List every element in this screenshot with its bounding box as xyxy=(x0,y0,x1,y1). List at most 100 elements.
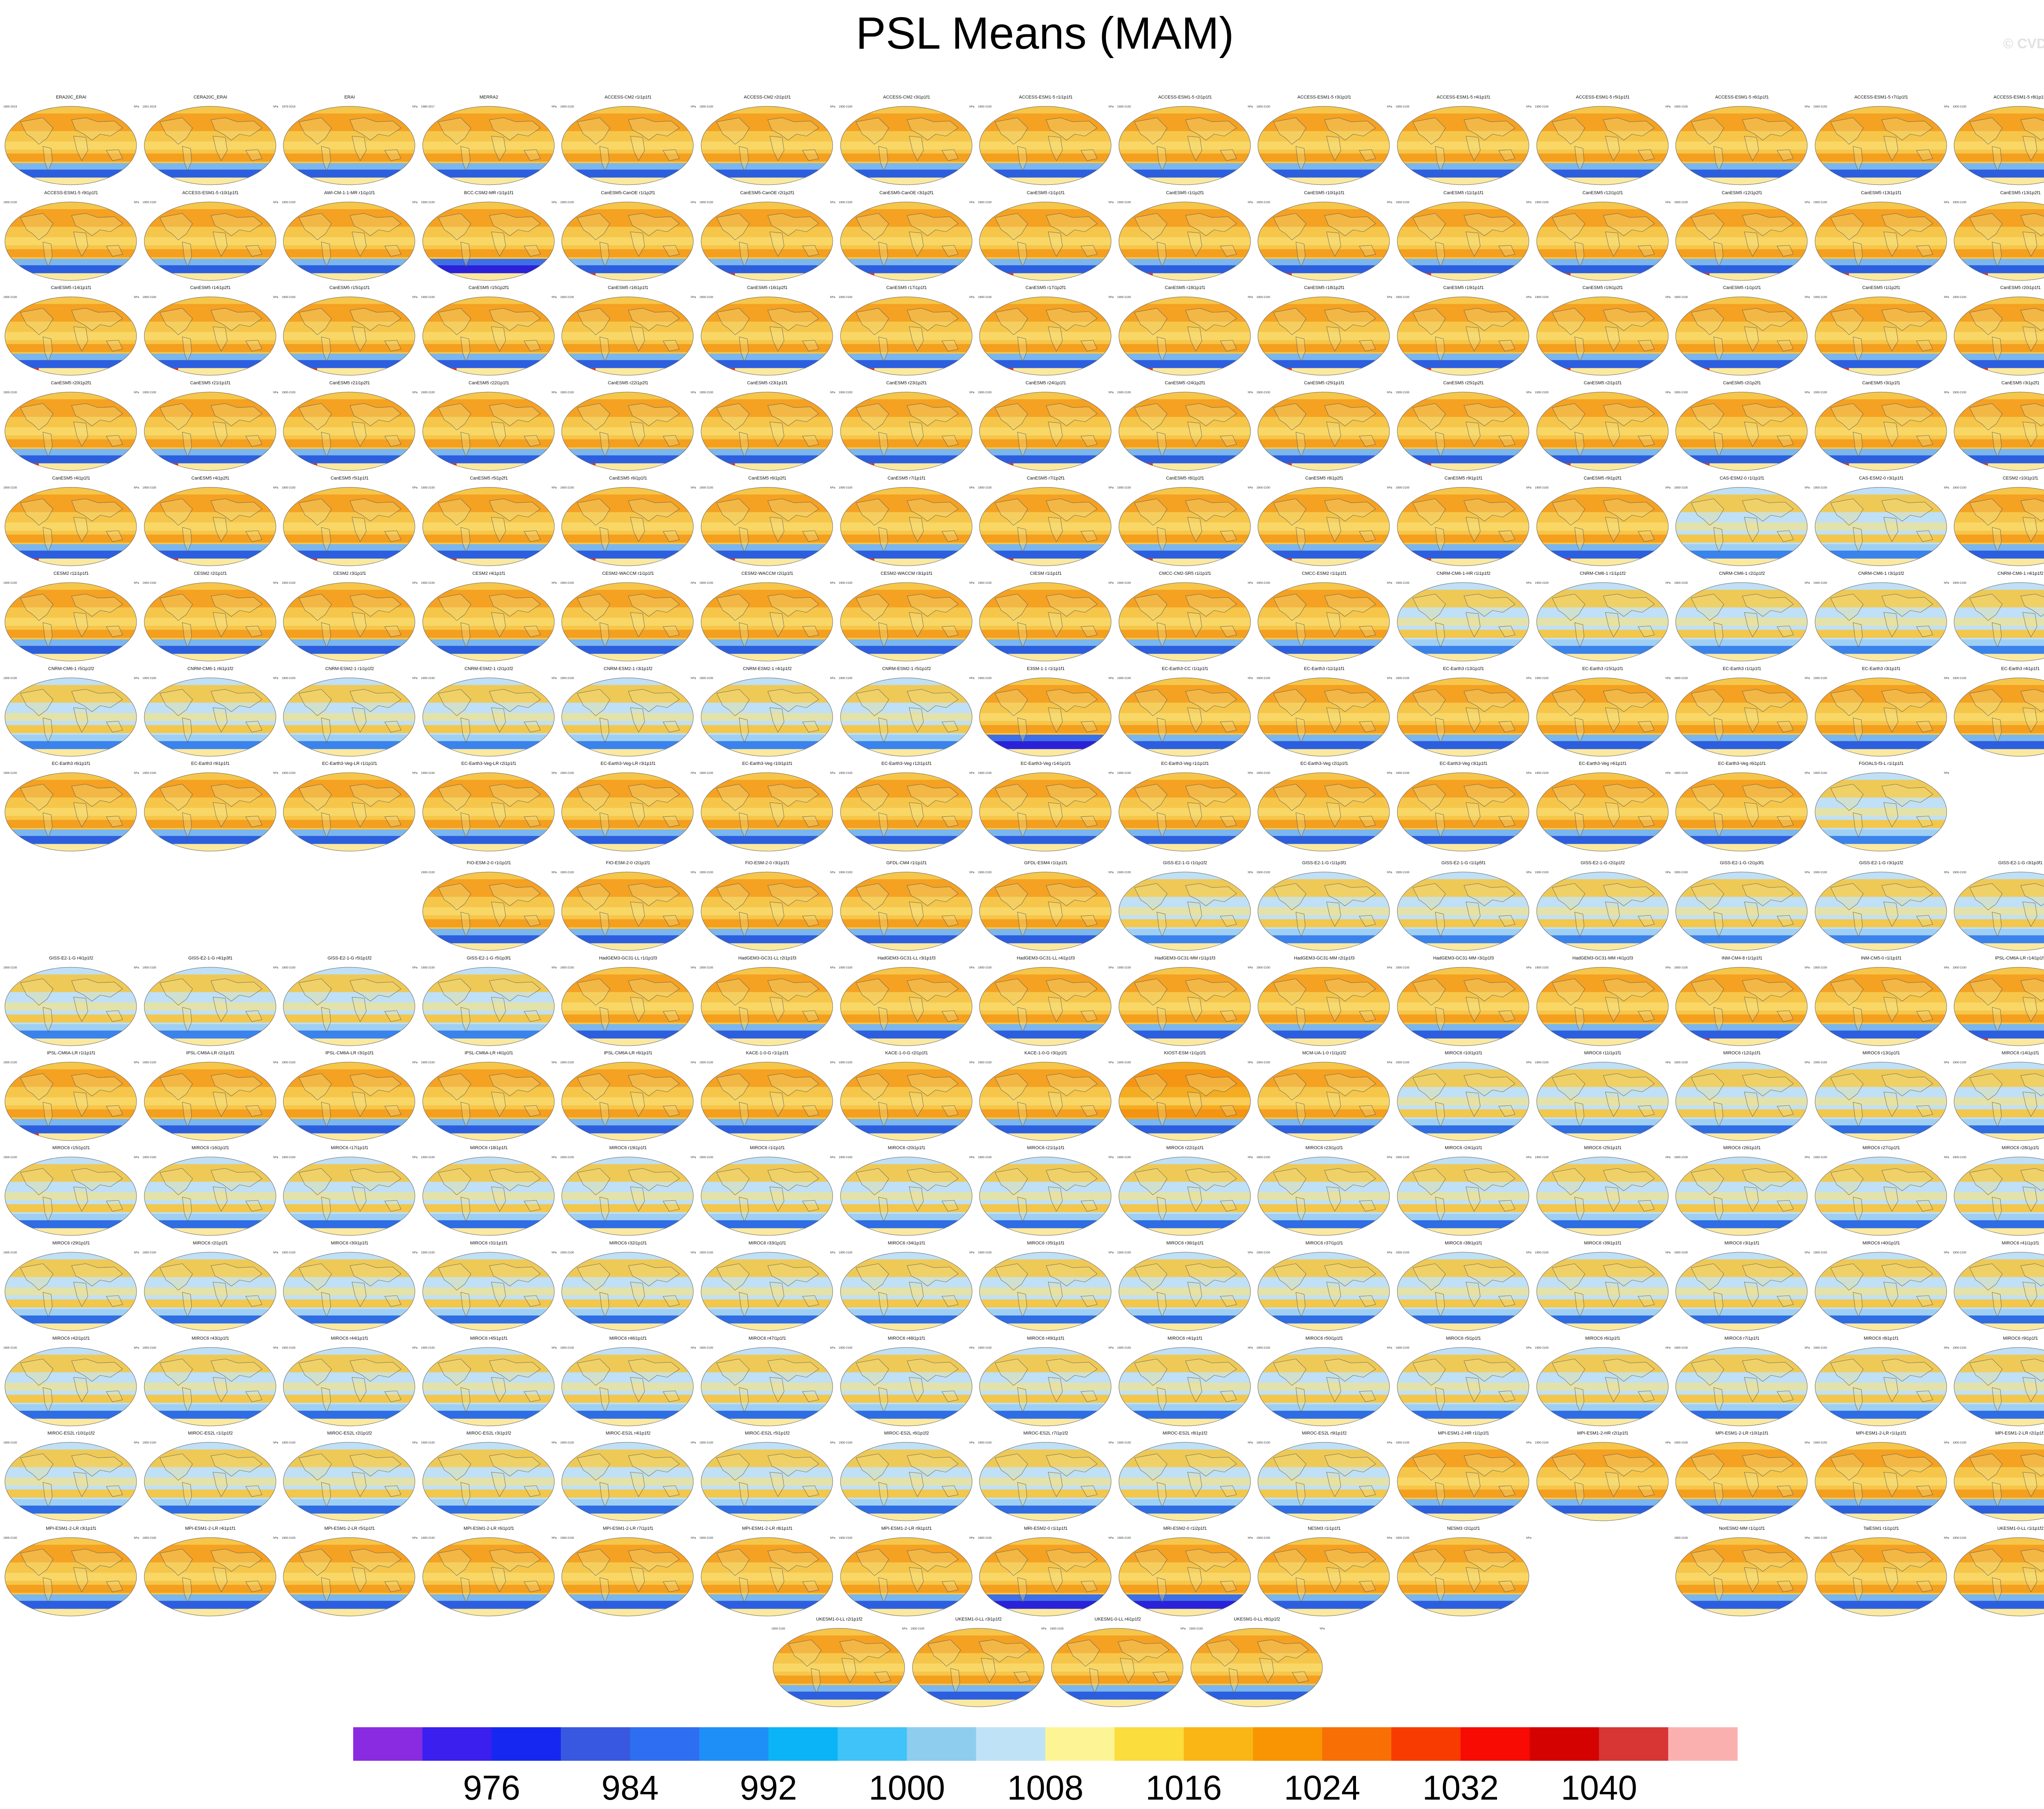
panel-years: 1900-2100 xyxy=(1535,966,1549,969)
map-panel: UKESM1-0-LL r8i1p1f2 1900-2100 hPa xyxy=(1188,1617,1327,1711)
panel-title: INM-CM4-8 r1i1p1f1 xyxy=(1721,956,1762,961)
panel-title: EC-Earth3 r11i1p1f1 xyxy=(1304,666,1345,671)
panel-units: hPa xyxy=(1387,1537,1392,1540)
panel-title: MIROC6 r36i1p1f1 xyxy=(1166,1241,1204,1246)
panel-title: MIROC6 r8i1p1f1 xyxy=(1864,1336,1899,1341)
panel-units: hPa xyxy=(830,1441,835,1444)
panel-units: hPa xyxy=(969,391,975,394)
colorbar-tick-label: 984 xyxy=(601,1769,659,1807)
map-panel: MIROC6 r49i1p1f1 1900-2100 hPa xyxy=(976,1336,1115,1430)
panel-title: CAS-ESM2-0 r3i1p1f1 xyxy=(1859,476,1904,481)
panel-years: 1900-2100 xyxy=(3,296,17,299)
panel-title: EC-Earth3-CC r1i1p1f1 xyxy=(1161,666,1208,671)
panel-title: MPI-ESM1-2-HR r1i1p1f1 xyxy=(1438,1431,1489,1436)
map-panel: CanESM5 r19i1p1f1 1900-2100 hPa xyxy=(1394,285,1533,379)
map-panel: CanESM5 r13i1p1f1 1900-2100 hPa xyxy=(1812,191,1951,285)
panel-years: 1900-2100 xyxy=(1256,1251,1270,1254)
panel-units: hPa xyxy=(1804,871,1810,874)
psl-map xyxy=(840,1252,973,1331)
psl-map xyxy=(979,487,1112,566)
panel-units: hPa xyxy=(273,772,278,775)
map-panel: CNRM-CM6-1 r3i1p1f2 1900-2100 hPa xyxy=(1812,571,1951,665)
psl-map xyxy=(283,202,415,281)
psl-map xyxy=(1190,1628,1323,1707)
psl-map xyxy=(1675,1062,1808,1141)
panel-years: 1900-2100 xyxy=(978,1441,992,1444)
psl-map xyxy=(701,1062,833,1141)
panel-title: CanESM5 r19i1p2f1 xyxy=(1582,285,1623,290)
map-panel: CanESM5 r4i1p1f1 1900-2100 hPa xyxy=(2,476,141,570)
panel-units: hPa xyxy=(412,1441,418,1444)
map-panel: MERRA2 1980-2017 hPa xyxy=(419,95,558,189)
panel-units: hPa xyxy=(273,1061,278,1064)
panel-units: hPa xyxy=(1387,772,1392,775)
map-panel: CanESM5 r22i1p1f1 1900-2100 hPa xyxy=(419,381,558,475)
panel-title: IPSL-CM6A-LR r1i1p1f1 xyxy=(47,1051,96,1056)
panel-title: FGOALS-f3-L r1i1p1f1 xyxy=(1858,761,1904,766)
psl-map xyxy=(979,582,1112,661)
map-panel: IPSL-CM6A-LR r4i1p1f1 1900-2100 hPa xyxy=(419,1051,558,1145)
panel-title: MIROC6 r17i1p1f1 xyxy=(331,1145,369,1150)
map-panel: MIROC6 r18i1p1f1 1900-2100 hPa xyxy=(419,1145,558,1240)
map-panel: MIROC6 r42i1p1f1 1900-2100 hPa xyxy=(2,1336,141,1430)
panel-units: hPa xyxy=(1665,1251,1671,1254)
panel-title: TaiESM1 r1i1p1f1 xyxy=(1863,1526,1899,1531)
psl-map xyxy=(1536,872,1669,951)
psl-map xyxy=(840,967,973,1046)
panel-years: 1979-2019 xyxy=(282,105,296,108)
panel-years: 1900-2100 xyxy=(282,201,296,204)
panel-units: hPa xyxy=(1108,582,1114,585)
panel-title: CanESM5-CanOE r1i1p2f1 xyxy=(601,191,655,195)
panel-title: IPSL-CM6A-LR r6i1p1f1 xyxy=(604,1051,652,1056)
panel-units: hPa xyxy=(830,201,835,204)
panel-years: 1900-2100 xyxy=(282,296,296,299)
map-panel: MPI-ESM1-2-LR r6i1p1f1 1900-2100 hPa xyxy=(419,1526,558,1620)
psl-map xyxy=(979,677,1112,757)
psl-map xyxy=(840,392,973,471)
map-panel: MIROC6 r20i1p1f1 1900-2100 hPa xyxy=(837,1145,976,1240)
panel-years: 1900-2100 xyxy=(1535,871,1549,874)
psl-map xyxy=(144,582,276,661)
panel-years: 1900-2100 xyxy=(978,1537,992,1540)
panel-years: 1900-2100 xyxy=(421,486,435,489)
map-panel: CanESM5 r19i1p2f1 1900-2100 hPa xyxy=(1533,285,1672,379)
panel-title: ERA20C_ERAI xyxy=(56,95,87,100)
panel-units: hPa xyxy=(551,1156,557,1159)
panel-units: hPa xyxy=(1665,105,1671,108)
panel-years: 1900-2100 xyxy=(838,1061,853,1064)
panel-units: hPa xyxy=(1944,772,1949,775)
panel-units: hPa xyxy=(1387,582,1392,585)
map-panel: HadGEM3-GC31-LL r2i1p1f3 1900-2100 hPa xyxy=(698,956,837,1050)
panel-title: CanESM5 r9i1p2f1 xyxy=(1584,476,1622,481)
panel-years: 1900-2100 xyxy=(838,871,853,874)
panel-units: hPa xyxy=(1108,1441,1114,1444)
panel-title: EC-Earth3-Veg-LR r1i1p1f1 xyxy=(322,761,377,766)
map-panel: MIROC6 r37i1p1f1 1900-2100 hPa xyxy=(1255,1241,1394,1335)
panel-years: 1900-2100 xyxy=(3,201,17,204)
psl-map xyxy=(1536,772,1669,852)
panel-units: hPa xyxy=(1665,201,1671,204)
panel-units: hPa xyxy=(830,391,835,394)
map-panel: CNRM-ESM2-1 r4i1p1f2 1900-2100 hPa xyxy=(698,666,837,760)
panel-years: 1900-2100 xyxy=(838,582,853,585)
panel-units: hPa xyxy=(830,1061,835,1064)
panel-title: MCM-UA-1-0 r1i1p1f2 xyxy=(1302,1051,1347,1056)
psl-map xyxy=(1397,296,1529,376)
panel-years: 1900-2100 xyxy=(1256,486,1270,489)
panel-units: hPa xyxy=(273,966,278,969)
panel-years: 1900-2100 xyxy=(1535,1441,1549,1444)
psl-map xyxy=(561,106,694,185)
panel-units: hPa xyxy=(1944,105,1949,108)
psl-map xyxy=(4,677,137,757)
panel-years: 1900-2100 xyxy=(1396,1061,1410,1064)
psl-map xyxy=(701,872,833,951)
panel-title: CanESM5 r16i1p1f1 xyxy=(607,285,648,290)
psl-map xyxy=(283,1442,415,1521)
map-panel: GISS-E2-1-G r5i1p3f1 1900-2100 hPa xyxy=(419,956,558,1050)
psl-map xyxy=(1675,582,1808,661)
psl-map xyxy=(840,106,973,185)
panel-years: 1900-2100 xyxy=(1117,1441,1131,1444)
panel-title: CESM2 r4i1p1f1 xyxy=(472,571,506,576)
map-panel: CanESM5 r5i1p1f1 1900-2100 hPa xyxy=(280,476,419,570)
